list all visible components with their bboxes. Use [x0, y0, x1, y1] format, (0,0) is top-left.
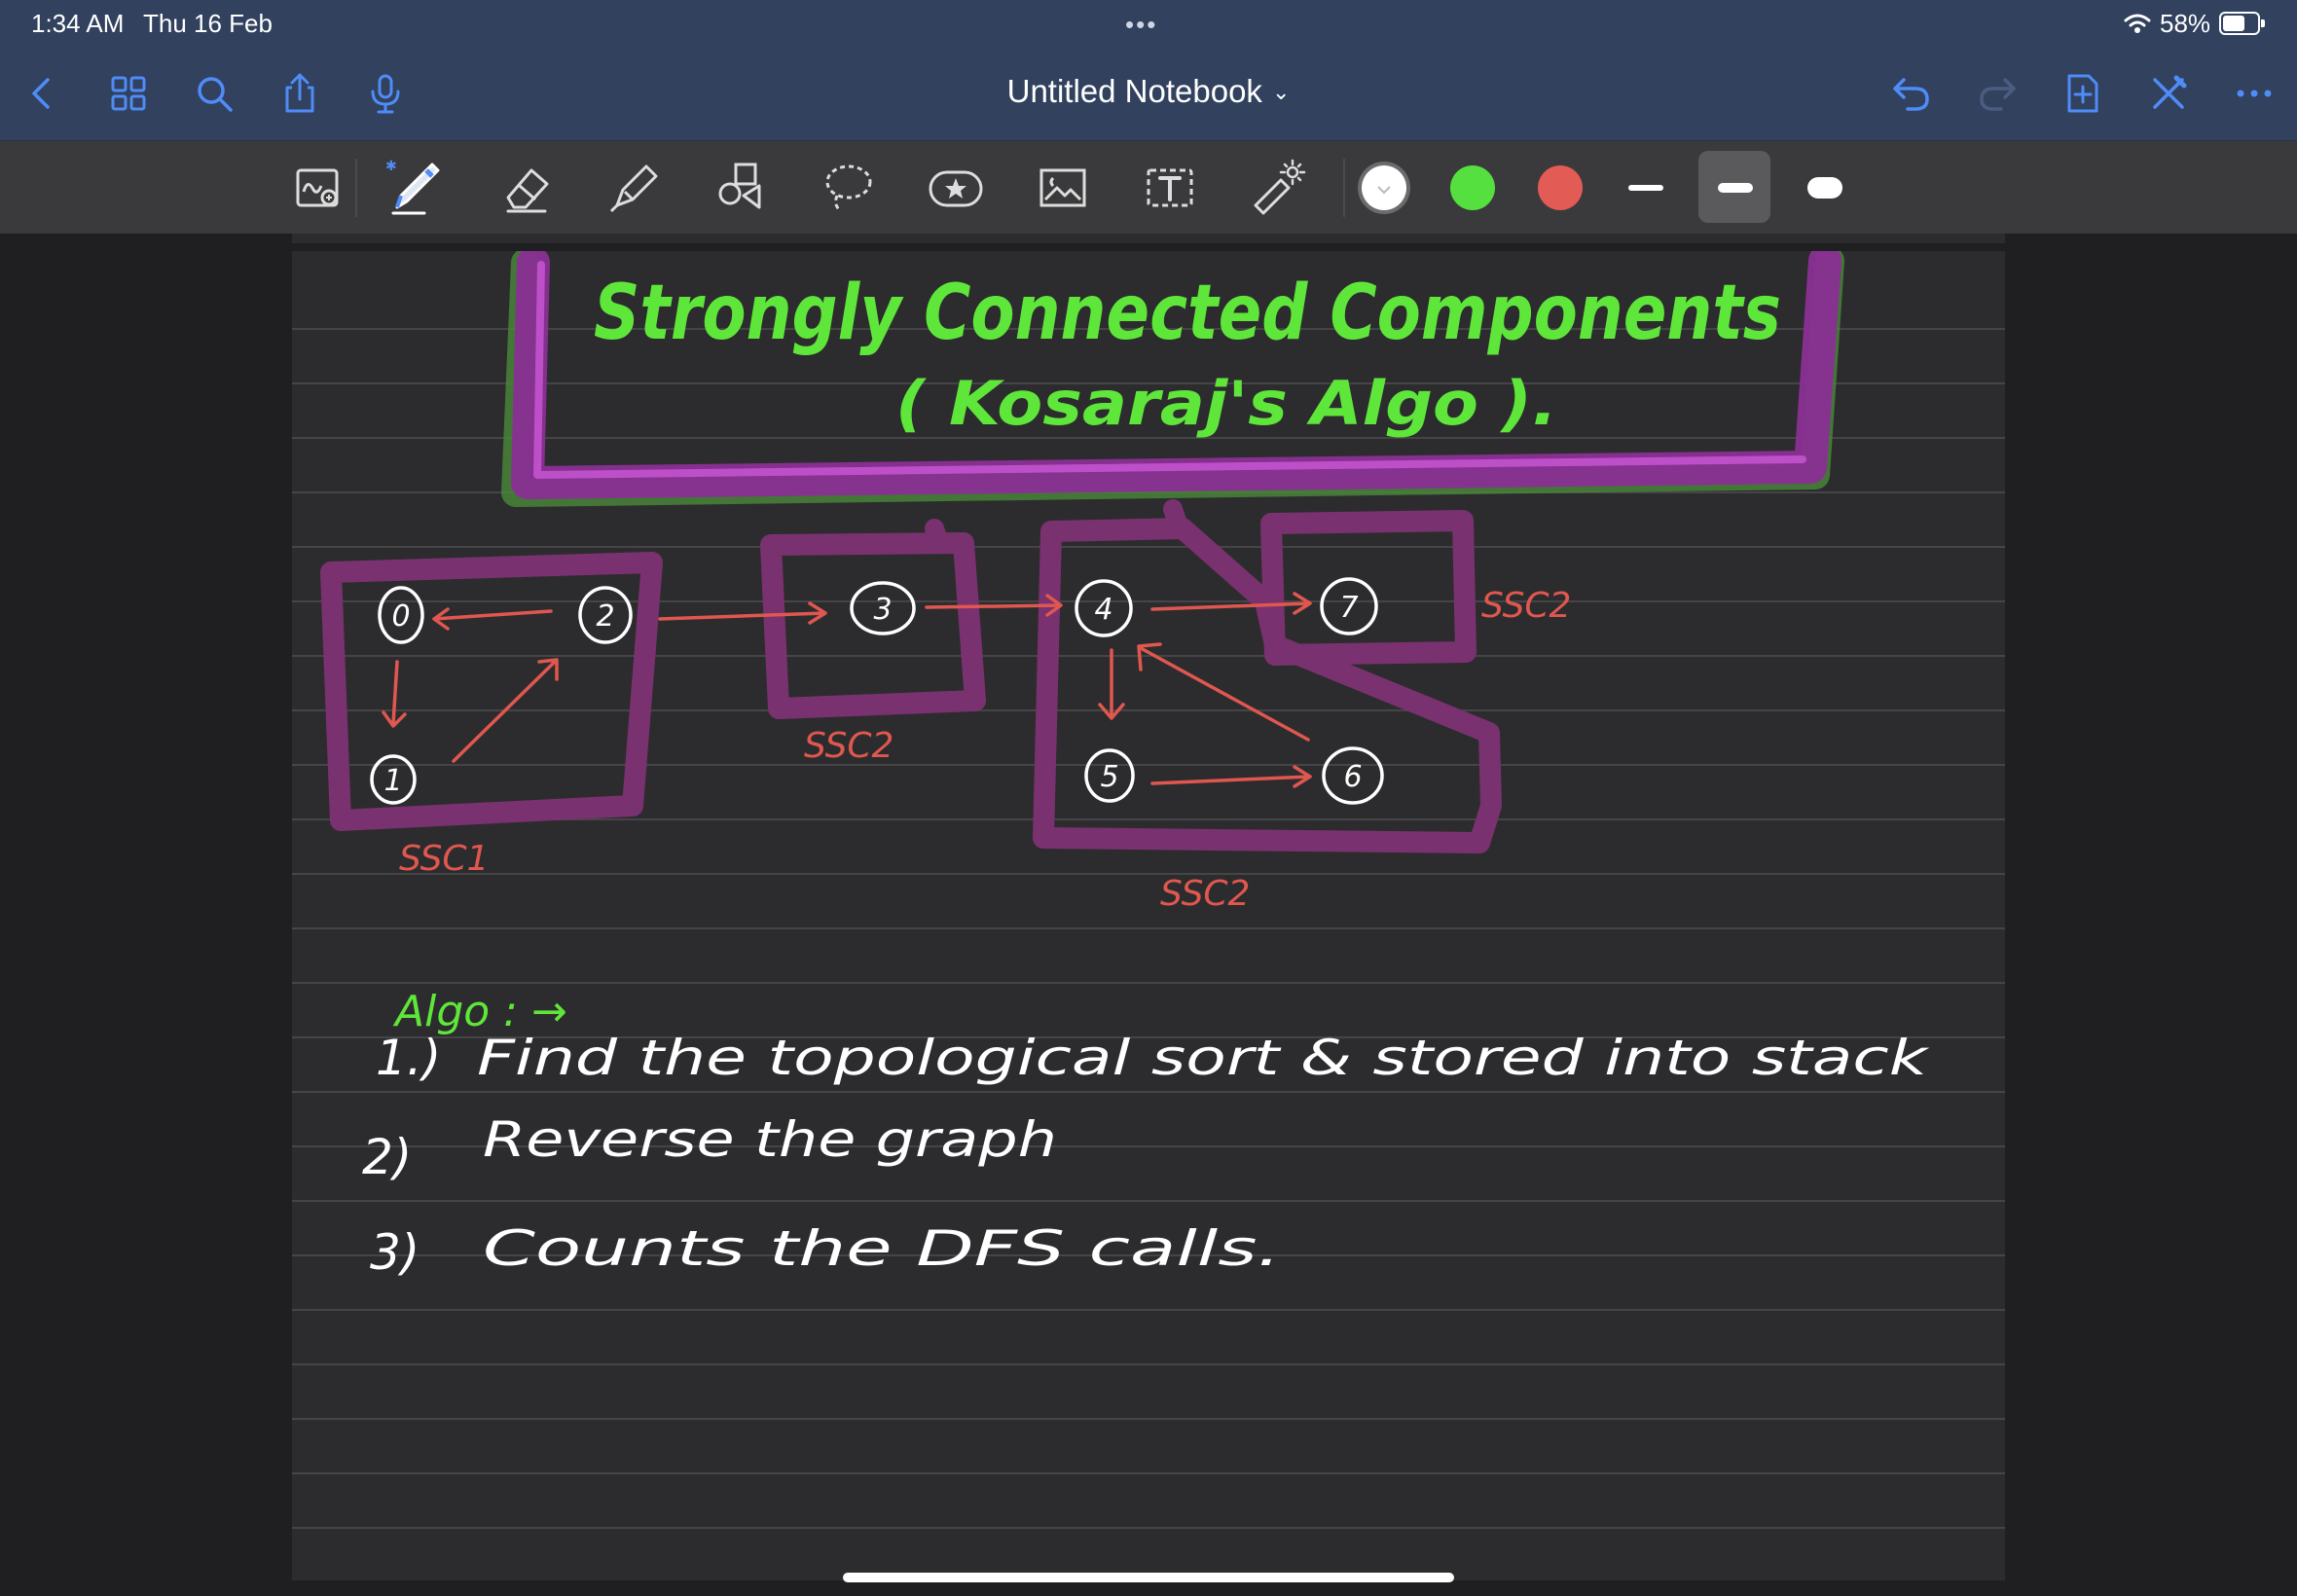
home-indicator[interactable]	[843, 1573, 1454, 1582]
laser-pointer-icon[interactable]	[1242, 153, 1312, 223]
step-1-number: 1.)	[376, 1030, 441, 1086]
zoom-window-icon[interactable]	[282, 153, 352, 223]
stroke-medium-option[interactable]	[1718, 183, 1753, 193]
search-icon[interactable]	[191, 70, 237, 117]
ssc2-box-node7	[1260, 510, 1477, 666]
node-0: 0	[391, 599, 410, 634]
label-ssc2-c: SSC2	[1160, 874, 1250, 914]
color-white-swatch[interactable]	[1362, 165, 1406, 210]
status-bar: 1:34 AM Thu 16 Feb ••• 58%	[0, 0, 2297, 47]
graph-nodes	[370, 577, 1384, 805]
notebook-title[interactable]: Untitled Notebook ⌄	[0, 73, 2297, 110]
image-icon[interactable]	[1028, 153, 1098, 223]
share-icon[interactable]	[276, 70, 323, 117]
title-highlight-box	[501, 251, 1844, 507]
drawing-toolbar: ✱	[0, 141, 2297, 234]
note-title-line1: Strongly Connected Components	[594, 270, 1781, 357]
note-title-line2: ( Kosaraj's Algo ).	[895, 368, 1557, 439]
algo-heading: Algo : →	[392, 987, 567, 1036]
notebook-page[interactable]: Strongly Connected Components ( Kosaraj'…	[292, 251, 2005, 1580]
more-icon[interactable]	[2231, 70, 2278, 117]
stroke-thick-option[interactable]	[1807, 177, 1842, 199]
checkmark-icon	[1377, 186, 1391, 195]
node-2: 2	[596, 599, 614, 634]
add-page-icon[interactable]	[2060, 70, 2106, 117]
highlighter-icon[interactable]	[600, 153, 670, 223]
node-3: 3	[873, 593, 892, 627]
stroke-thin-option[interactable]	[1628, 185, 1663, 191]
undo-icon[interactable]	[1888, 70, 1935, 117]
notebook-navbar: Untitled Notebook ⌄	[0, 47, 2297, 141]
multitasking-dots[interactable]: •••	[1125, 10, 1158, 39]
microphone-icon[interactable]	[362, 70, 409, 117]
shapes-icon[interactable]	[707, 153, 777, 223]
canvas-area[interactable]: Strongly Connected Components ( Kosaraj'…	[0, 234, 2297, 1596]
close-pen-icon[interactable]	[2145, 70, 2192, 117]
redo-icon[interactable]	[1974, 70, 2021, 117]
label-ssc2-a: SSC2	[804, 726, 893, 766]
color-red-swatch[interactable]	[1538, 165, 1583, 210]
battery-icon	[2219, 12, 2265, 35]
status-date: Thu 16 Feb	[143, 9, 273, 38]
eraser-icon[interactable]	[492, 153, 563, 223]
graph-edges	[382, 592, 1312, 788]
component-labels: SSC1 SSC2 SSC2 SSC2	[399, 586, 1571, 914]
chevron-down-icon: ⌄	[1271, 80, 1291, 104]
ssc2-box-node3	[760, 532, 986, 719]
battery-percent: 58%	[2160, 9, 2211, 38]
text-icon[interactable]	[1135, 153, 1205, 223]
label-ssc2-b: SSC2	[1481, 586, 1571, 626]
wifi-icon	[2124, 14, 2151, 33]
ssc2-box-nodes456	[1033, 518, 1502, 853]
label-ssc1: SSC1	[399, 839, 489, 879]
node-labels: 0 2 1 3 4 7 5 6	[383, 591, 1362, 798]
step-2-number: 2)	[362, 1129, 412, 1185]
back-icon[interactable]	[19, 70, 66, 117]
node-5: 5	[1100, 760, 1118, 794]
pen-icon[interactable]: ✱	[380, 153, 450, 223]
node-4: 4	[1094, 593, 1112, 627]
notebook-title-text: Untitled Notebook	[1006, 73, 1262, 109]
lasso-icon[interactable]	[814, 153, 884, 223]
color-green-swatch[interactable]	[1450, 165, 1495, 210]
step-3-number: 3)	[370, 1224, 419, 1281]
ssc1-box	[320, 552, 663, 831]
sticker-icon[interactable]	[921, 153, 991, 223]
node-7: 7	[1339, 591, 1358, 625]
ruled-lines	[292, 328, 2005, 1529]
algo-steps: 1.) Find the topological sort & stored i…	[362, 1030, 1930, 1281]
svg-text:✱: ✱	[385, 159, 397, 174]
node-6: 6	[1343, 760, 1362, 794]
step-2-text: Reverse the graph	[483, 1111, 1057, 1168]
node-1: 1	[383, 764, 402, 798]
grid-icon[interactable]	[105, 70, 152, 117]
step-1-text: Find the topological sort & stored into …	[477, 1030, 1930, 1086]
step-3-text: Counts the DFS calls.	[483, 1220, 1281, 1277]
status-time: 1:34 AM	[31, 9, 125, 38]
handwritten-ink: Strongly Connected Components ( Kosaraj'…	[292, 251, 2005, 1529]
component-boxes	[320, 499, 1502, 853]
